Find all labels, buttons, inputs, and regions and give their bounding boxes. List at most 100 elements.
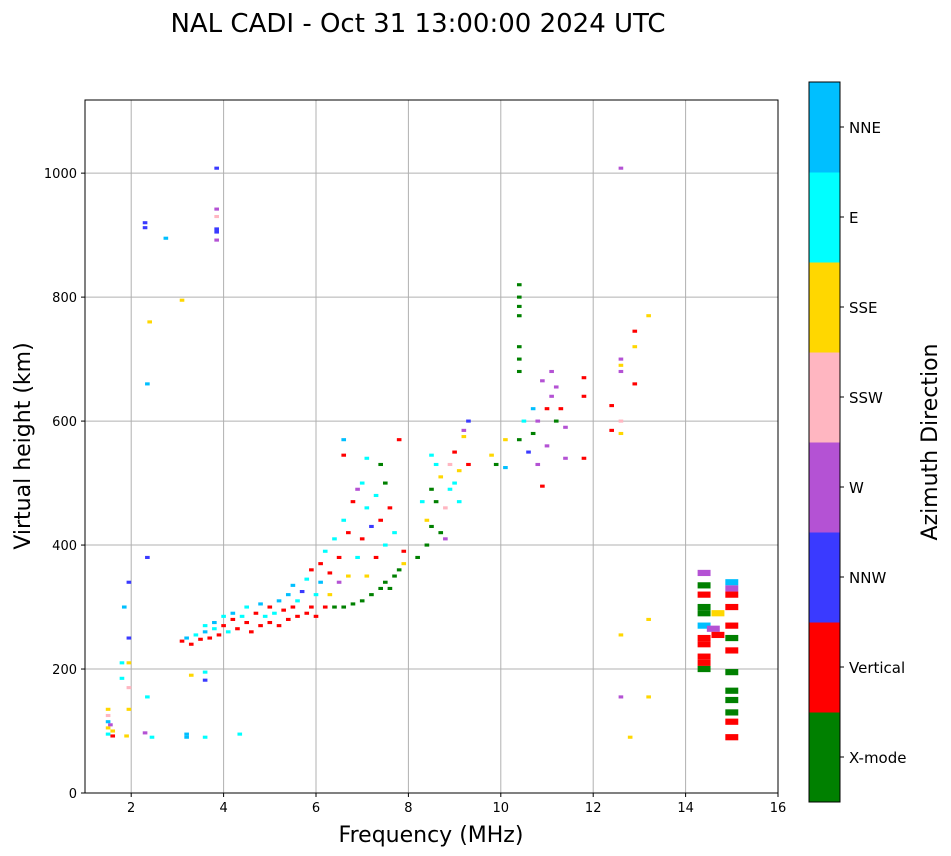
data-point — [235, 627, 240, 631]
data-point — [725, 734, 739, 741]
data-point — [563, 456, 568, 460]
data-point — [244, 605, 250, 609]
data-point — [563, 425, 568, 429]
data-point — [212, 627, 217, 631]
data-point — [313, 593, 319, 597]
data-point — [553, 385, 559, 389]
data-point — [415, 555, 420, 560]
data-point — [258, 624, 263, 628]
data-point — [341, 453, 347, 457]
data-point — [725, 687, 739, 694]
x-tick-label: 2 — [127, 801, 135, 816]
data-point — [456, 469, 462, 473]
data-point — [618, 695, 624, 699]
data-point — [535, 419, 541, 423]
data-point — [126, 580, 132, 584]
data-point — [276, 624, 282, 628]
data-point — [443, 506, 448, 510]
data-point — [313, 614, 319, 618]
data-point — [530, 431, 536, 436]
data-point — [332, 537, 337, 541]
data-point — [304, 577, 310, 581]
x-tick-label: 14 — [677, 801, 694, 816]
data-point — [202, 678, 208, 682]
data-point — [285, 593, 291, 597]
data-point — [202, 624, 208, 628]
x-ticks: 2 4 6 8 10 12 14 16 — [127, 793, 786, 816]
data-point — [295, 599, 300, 603]
data-point — [193, 633, 199, 637]
data-point — [706, 625, 720, 632]
data-point — [516, 369, 522, 374]
data-point — [322, 605, 328, 609]
data-point — [396, 568, 402, 572]
data-point — [253, 611, 259, 615]
data-point — [632, 345, 638, 349]
data-point — [489, 453, 494, 457]
data-point — [373, 493, 379, 498]
data-point — [711, 610, 725, 617]
data-point — [697, 622, 711, 629]
data-point — [184, 636, 189, 640]
y-ticks: 0 200 400 600 800 1000 — [44, 167, 85, 802]
data-point — [230, 617, 236, 621]
data-point — [646, 617, 651, 621]
data-point — [126, 636, 132, 640]
data-point — [516, 345, 522, 349]
data-point — [163, 236, 169, 240]
data-point — [244, 620, 250, 625]
data-point — [221, 624, 226, 628]
y-tick-label: 0 — [69, 787, 77, 802]
colorbar: X-mode Vertical NNW W SSW SSE E NNE — [808, 81, 906, 803]
data-point — [332, 605, 337, 609]
data-point — [105, 713, 111, 718]
data-point — [725, 718, 739, 725]
data-point — [452, 481, 457, 485]
data-point — [359, 599, 365, 603]
data-points — [105, 166, 739, 741]
data-point — [618, 363, 624, 367]
data-point — [697, 569, 711, 577]
data-point — [373, 555, 379, 560]
data-point — [549, 369, 554, 374]
data-point — [697, 603, 711, 611]
data-point — [581, 456, 587, 460]
data-point — [142, 221, 148, 225]
data-point — [346, 574, 351, 578]
data-point — [725, 622, 739, 629]
data-point — [105, 732, 111, 736]
colorbar-label: Azimuth Direction — [918, 343, 943, 540]
data-point — [503, 438, 508, 442]
data-point — [646, 314, 651, 318]
data-point — [216, 633, 222, 637]
x-tick-label: 6 — [312, 801, 320, 816]
data-point — [249, 630, 254, 634]
data-point — [318, 580, 323, 584]
data-point — [237, 732, 243, 736]
x-tick-label: 10 — [493, 801, 510, 816]
data-point — [438, 531, 444, 535]
data-point — [516, 304, 522, 308]
colorbar-swatch-w — [809, 442, 840, 533]
data-point — [433, 462, 439, 467]
data-point — [355, 487, 360, 491]
data-point — [299, 589, 305, 594]
data-point — [725, 603, 739, 611]
data-point — [725, 696, 739, 704]
colorbar-swatch-nne — [809, 82, 840, 173]
data-point — [285, 617, 291, 621]
data-point — [443, 537, 448, 541]
data-point — [697, 659, 711, 666]
colorbar-label-item: SSE — [849, 299, 878, 317]
colorbar-swatch-vertical — [809, 622, 840, 713]
data-point — [272, 611, 277, 615]
data-point — [239, 614, 245, 618]
data-point — [126, 661, 132, 665]
colorbar-label-item: Vertical — [849, 659, 905, 677]
data-point — [230, 611, 236, 615]
data-point — [121, 605, 127, 609]
y-axis-label: Virtual height (km) — [11, 342, 36, 549]
x-tick-label: 8 — [404, 801, 412, 816]
data-point — [378, 518, 383, 522]
